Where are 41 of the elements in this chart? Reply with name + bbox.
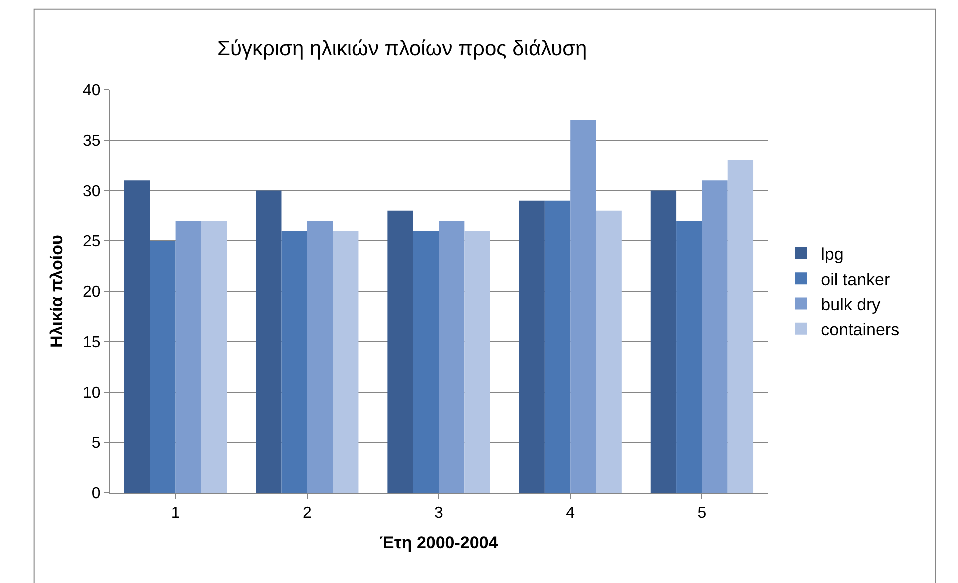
- y-tick-label: 30: [83, 183, 101, 200]
- x-axis-title: Έτη 2000-2004: [380, 534, 499, 553]
- legend-label: bulk dry: [821, 295, 882, 314]
- bar: [388, 210, 414, 493]
- bar: [544, 200, 571, 493]
- x-tick-label: 1: [171, 505, 180, 522]
- bar: [307, 220, 334, 493]
- bar: [519, 200, 545, 493]
- y-tick-label: 10: [83, 384, 101, 402]
- x-tick-label: 3: [434, 505, 444, 522]
- y-axis-title: Ηλικία πλοίου: [48, 234, 67, 348]
- bar: [256, 190, 282, 493]
- bar: [650, 190, 677, 493]
- y-tick-label: 15: [83, 334, 101, 352]
- x-tick-label: 4: [566, 505, 576, 522]
- x-tick-label: 2: [302, 505, 312, 522]
- bar: [201, 220, 228, 493]
- bar: [333, 231, 359, 493]
- chart-title: Σύγκριση ηλικιών πλοίων προς διάλυση: [217, 38, 588, 61]
- legend-label: containers: [821, 320, 900, 340]
- bar: [124, 180, 150, 493]
- legend-label: lpg: [821, 245, 844, 264]
- bar: [676, 220, 702, 493]
- bar: [413, 231, 439, 493]
- y-tick-label: 5: [92, 435, 101, 452]
- legend-label: oil tanker: [821, 270, 890, 290]
- bar: [439, 220, 465, 493]
- y-tick-label: 20: [83, 284, 101, 302]
- bar: [570, 120, 596, 493]
- y-tick-label: 40: [83, 82, 101, 100]
- bar: [282, 231, 308, 493]
- bar: [150, 241, 176, 493]
- bar: [176, 220, 202, 493]
- y-tick-label: 35: [83, 132, 101, 150]
- y-tick-label: 0: [92, 486, 101, 503]
- bar: [728, 160, 754, 493]
- bar: [702, 180, 728, 493]
- bar: [596, 210, 622, 493]
- bar: [464, 231, 490, 493]
- x-tick-label: 5: [698, 505, 707, 522]
- y-tick-label: 25: [83, 234, 101, 251]
